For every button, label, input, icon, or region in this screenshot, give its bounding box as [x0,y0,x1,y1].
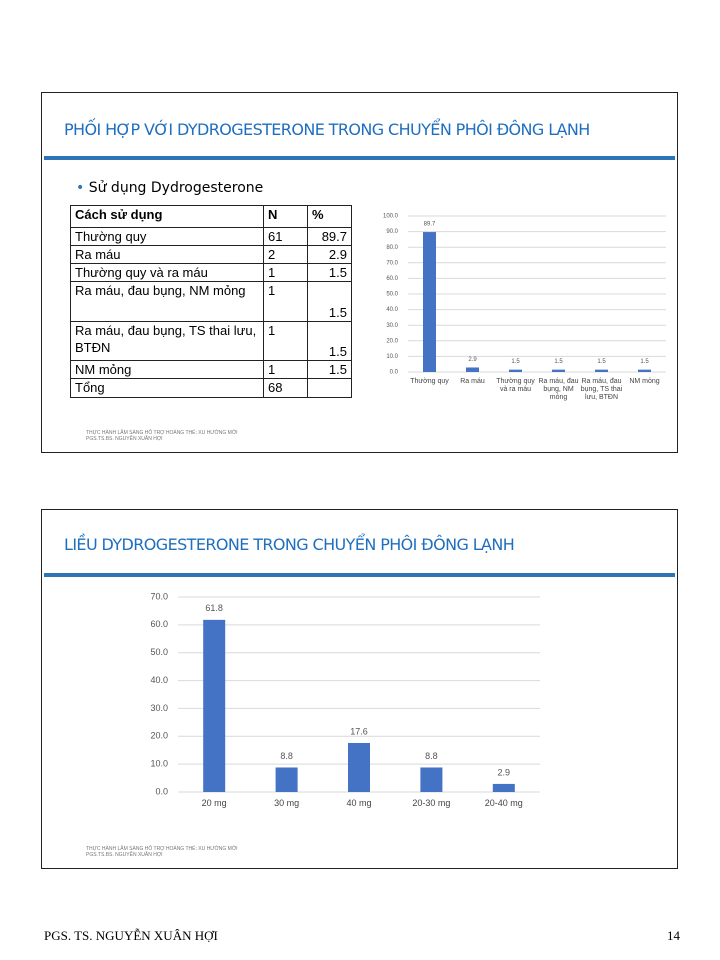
table-cell: Ra máu, đau bụng, TS thai lưu, BTĐN [70,321,264,361]
table-cell: 68 [263,378,308,398]
x-tick-label: Ra máu, đau bụng, TS thai lưu, BTĐN [580,378,623,402]
x-tick-label: 20-40 mg [484,798,523,808]
table-row: NM mỏng 1 1.5 [70,360,352,379]
slide-title: PHỐI HỢP VỚI DYDROGESTERONE TRONG CHUYỂN… [64,120,590,139]
data-label: 1.5 [554,359,563,365]
slide: PHỐI HỢP VỚI DYDROGESTERONE TRONG CHUYỂN… [41,92,678,453]
x-tick-label: NM mỏng [629,378,660,385]
table-cell: 1.5 [307,360,352,379]
table-cell: Ra máu, đau bụng, NM mỏng [70,281,264,322]
y-tick-label: 30.0 [150,703,168,713]
bar [348,742,370,792]
data-label: 1.5 [640,359,649,365]
slide-footer: THỰC HÀNH LÂM SÀNG HỖ TRỢ HOÀNG THỂ: XU … [86,846,238,858]
table-cell: 1.5 [307,321,352,361]
footer-line: THỰC HÀNH LÂM SÀNG HỖ TRỢ HOÀNG THỂ: XU … [86,846,238,852]
slide: LIỀU DYDROGESTERONE TRONG CHUYỂN PHÔI ĐÔ… [41,509,678,869]
y-tick-label: 60.0 [386,276,398,282]
title-rule [44,156,675,160]
bar [595,369,608,372]
bar [466,367,479,372]
data-label: 61.8 [205,603,223,613]
table-row: Ra máu 2 2.9 [70,245,352,264]
table-cell: Tổng [70,378,264,398]
x-tick-label: 40 mg [346,798,372,808]
y-tick-label: 100.0 [383,214,399,220]
bar [423,232,436,372]
x-tick-label: 20-30 mg [412,798,451,808]
y-tick-label: 40.0 [150,675,168,685]
table-cell: 1.5 [307,281,352,322]
x-tick-label: Ra máu, đau bụng, NM mỏng [538,378,579,402]
footer-line: PGS.TS.BS. NGUYỄN XUÂN HỢI [86,436,163,442]
table-cell: Thường quy [70,227,264,246]
table-cell: 1 [263,281,308,322]
bar [509,369,522,372]
y-tick-label: 70.0 [150,591,168,601]
y-tick-label: 50.0 [386,292,398,298]
data-label: 2.9 [498,767,511,777]
bar [492,783,515,792]
y-tick-label: 0.0 [155,786,168,796]
y-tick-label: 50.0 [150,647,168,657]
table: Cách sử dụng N% Thường quy 61 89.7 Ra máu 2 2.9… [70,205,352,398]
data-label: 1.5 [511,359,520,365]
footer-line: THỰC HÀNH LÂM SÀNG HỖ TRỢ HOÀNG THỂ: XU … [86,430,238,436]
y-tick-label: 40.0 [386,307,398,313]
y-tick-label: 20.0 [386,338,398,344]
footer-line: PGS.TS.BS. NGUYỄN XUÂN HỢI [86,852,163,858]
table-row: Thường quy và ra máu 1 1.5 [70,263,352,282]
page-number: 14 [667,928,680,943]
table-cell: NM mỏng [70,360,264,379]
bar [552,369,565,372]
bar [638,369,651,372]
y-tick-label: 30.0 [386,323,398,329]
page-author: PGS. TS. NGUYỄN XUÂN HỢI [44,928,218,943]
y-tick-label: 80.0 [386,245,398,251]
y-tick-label: 90.0 [386,229,398,235]
header-cell: Cách sử dụng [70,205,264,228]
y-tick-label: 0.0 [390,370,399,376]
x-tick-label: Thường quy và ra máu [496,378,535,394]
bar [420,767,443,792]
bar [275,767,298,792]
y-tick-label: 20.0 [150,731,168,741]
table-cell [307,378,352,398]
table-row: Ra máu, đau bụng, NM mỏng 1 1.5 [70,281,352,322]
slide-footer: THỰC HÀNH LÂM SÀNG HỖ TRỢ HOÀNG THỂ: XU … [86,430,238,442]
table-row: Thường quy 61 89.7 [70,227,352,246]
y-tick-label: 10.0 [150,759,168,769]
slide-title: LIỀU DYDROGESTERONE TRONG CHUYỂN PHÔI ĐÔ… [64,535,515,554]
x-tick-label: Thường quy [410,378,449,385]
table-cell: 1 [263,321,308,361]
data-label: 17.6 [350,726,368,736]
x-tick-label: Ra máu [460,378,485,385]
y-tick-label: 60.0 [150,619,168,629]
bar [203,619,226,792]
x-tick-label: 20 mg [201,798,227,808]
y-tick-label: 10.0 [386,354,398,360]
table-row: Ra máu, đau bụng, TS thai lưu, BTĐN 1 1.5 [70,321,352,361]
data-label: 2.9 [468,357,477,363]
x-tick-label: 30 mg [274,798,300,808]
bullet: Sử dụng Dydrogesterone [76,180,264,196]
data-label: 1.5 [597,359,606,365]
table-cell: 1.5 [307,263,352,282]
table-cell: Thường quy và ra máu [70,263,264,282]
title-rule [44,573,675,577]
data-label: 89.7 [424,222,436,228]
table-row: Tổng 68 [70,378,352,398]
data-label: 8.8 [425,751,438,761]
data-label: 8.8 [280,751,293,761]
y-tick-label: 70.0 [386,260,398,266]
